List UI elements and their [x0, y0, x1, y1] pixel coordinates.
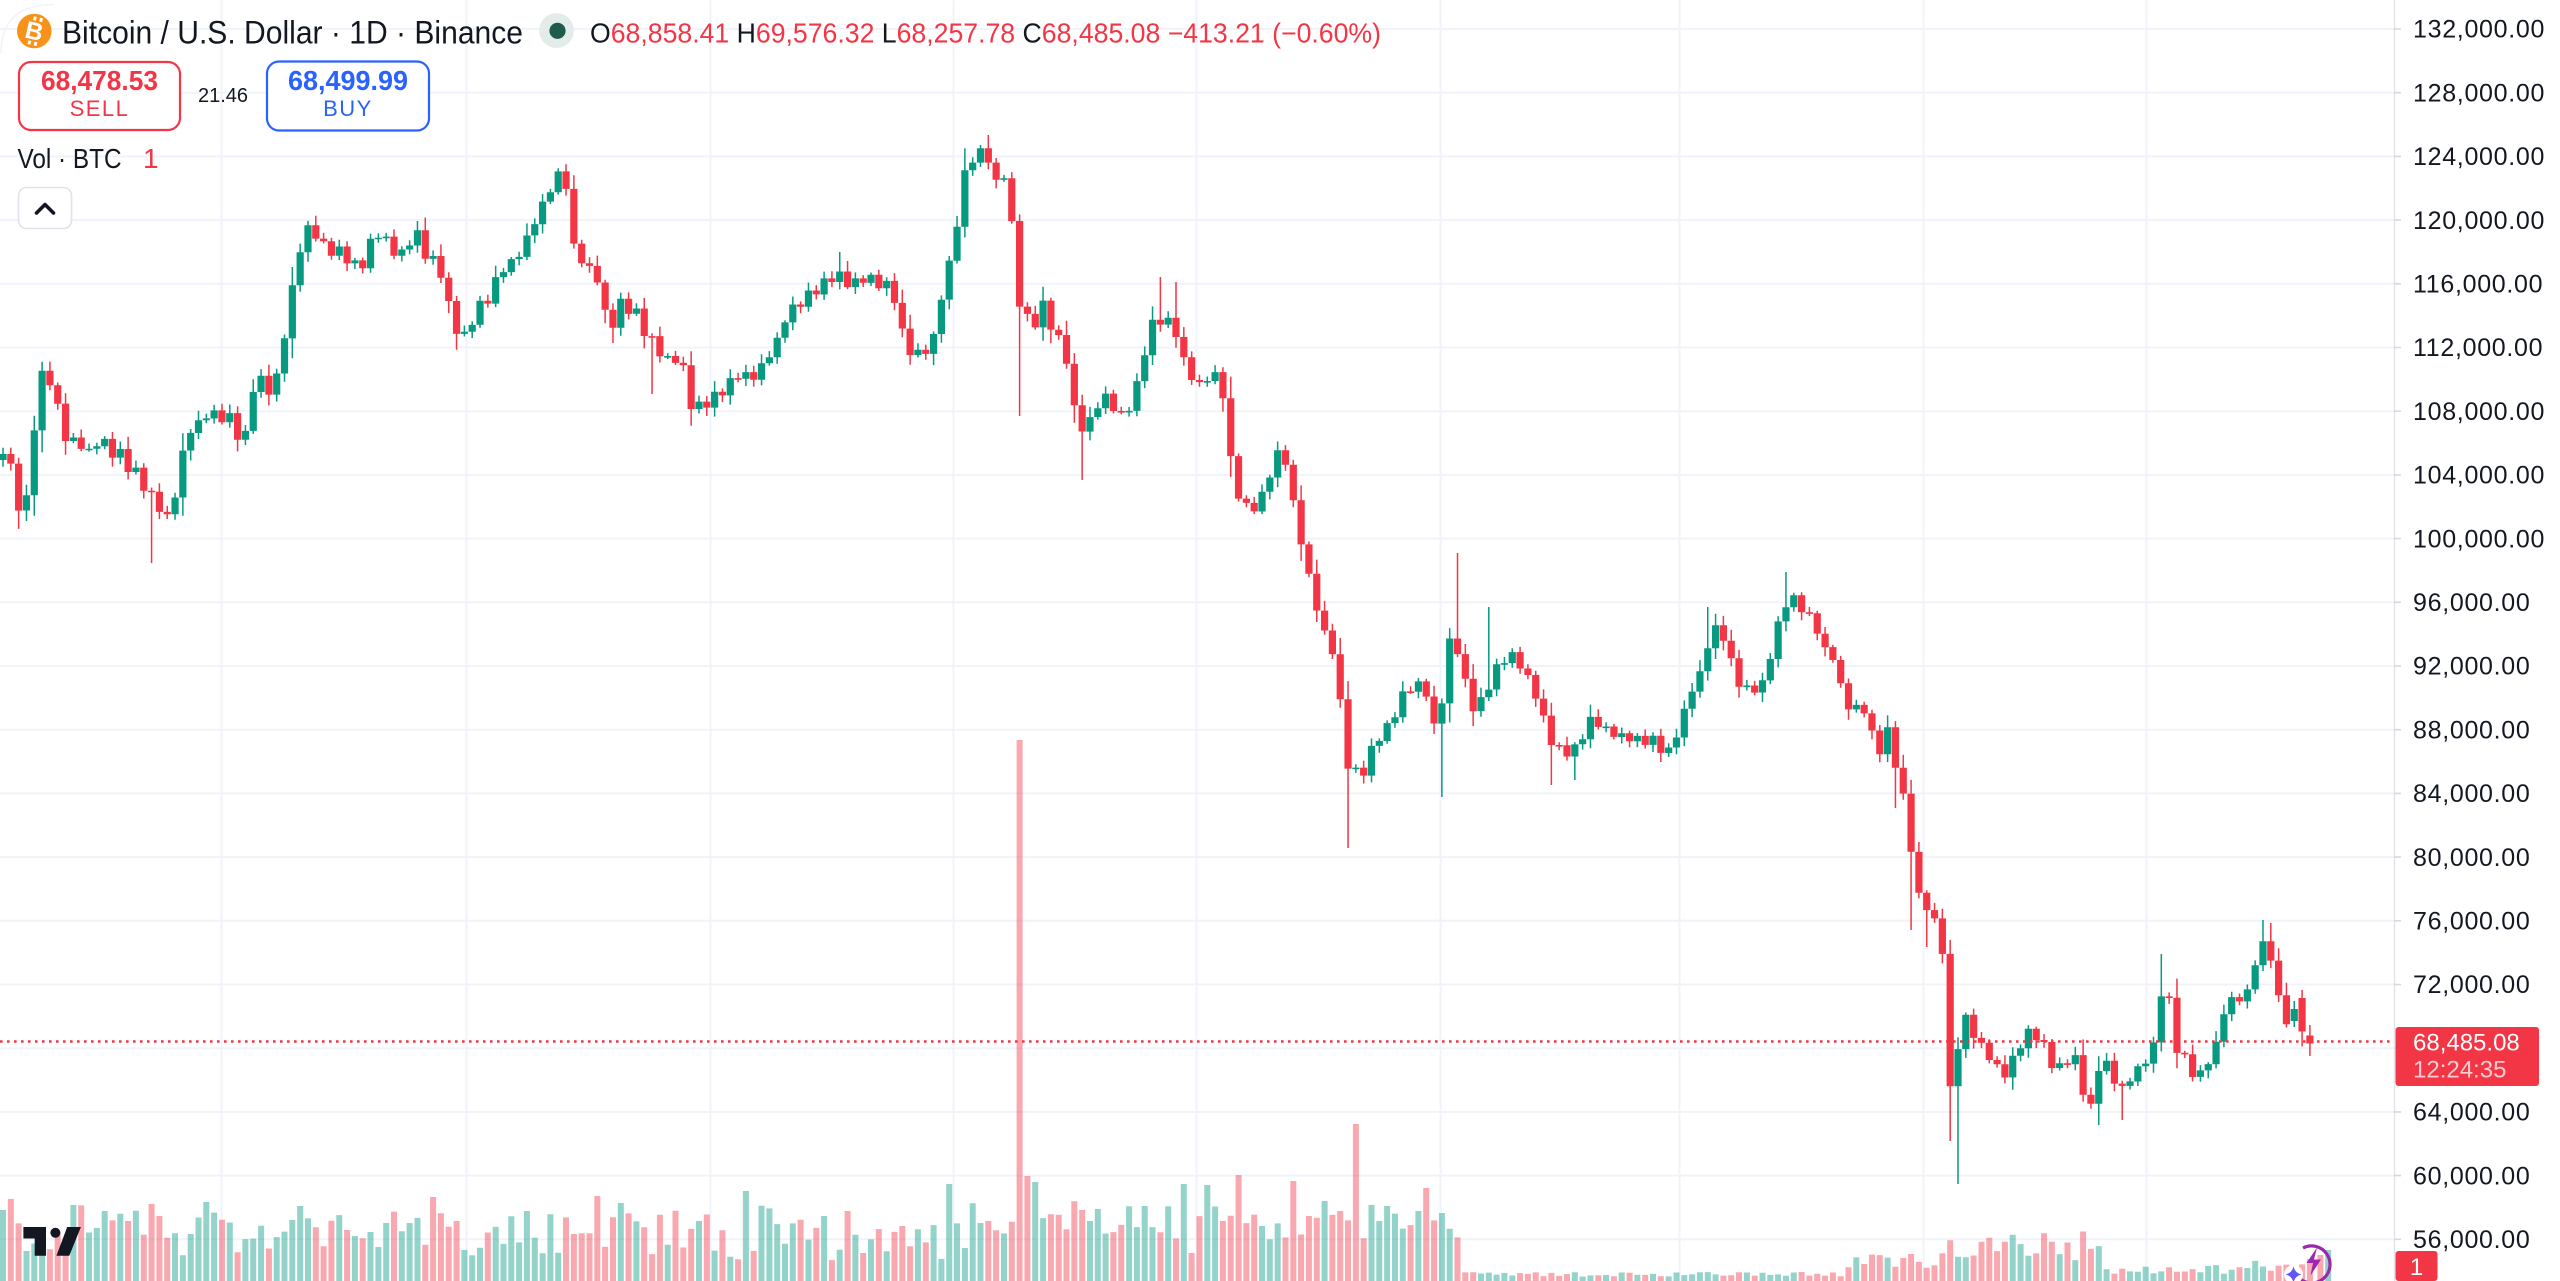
- svg-text:12:24:35: 12:24:35: [2413, 1057, 2506, 1084]
- svg-text:96,000.00: 96,000.00: [2413, 589, 2531, 617]
- svg-text:116,000.00: 116,000.00: [2413, 271, 2543, 299]
- svg-text:88,000.00: 88,000.00: [2413, 716, 2531, 744]
- svg-text:68,478.53: 68,478.53: [41, 65, 158, 96]
- svg-text:104,000.00: 104,000.00: [2413, 462, 2545, 490]
- svg-text:B: B: [22, 17, 45, 47]
- svg-text:1: 1: [143, 143, 159, 174]
- svg-text:56,000.00: 56,000.00: [2413, 1226, 2531, 1254]
- svg-text:132,000.00: 132,000.00: [2413, 16, 2545, 44]
- svg-text:SELL: SELL: [70, 96, 130, 121]
- svg-text:128,000.00: 128,000.00: [2413, 79, 2545, 107]
- svg-text:60,000.00: 60,000.00: [2413, 1162, 2531, 1190]
- svg-text:Vol · BTC: Vol · BTC: [18, 143, 122, 174]
- svg-text:Bitcoin / U.S. Dollar · 1D · B: Bitcoin / U.S. Dollar · 1D · Binance: [62, 15, 523, 51]
- svg-text:1: 1: [2410, 1254, 2423, 1281]
- svg-text:100,000.00: 100,000.00: [2413, 525, 2545, 553]
- svg-text:92,000.00: 92,000.00: [2413, 653, 2531, 681]
- svg-text:21.46: 21.46: [198, 85, 248, 107]
- svg-text:120,000.00: 120,000.00: [2413, 207, 2545, 235]
- svg-text:124,000.00: 124,000.00: [2413, 143, 2545, 171]
- svg-text:68,485.08: 68,485.08: [2413, 1030, 2520, 1057]
- svg-text:76,000.00: 76,000.00: [2413, 908, 2531, 936]
- svg-text:BUY: BUY: [323, 96, 373, 121]
- svg-text:112,000.00: 112,000.00: [2413, 334, 2543, 362]
- svg-text:108,000.00: 108,000.00: [2413, 398, 2545, 426]
- svg-text:72,000.00: 72,000.00: [2413, 971, 2531, 999]
- svg-text:84,000.00: 84,000.00: [2413, 780, 2531, 808]
- svg-text:80,000.00: 80,000.00: [2413, 844, 2531, 872]
- svg-text:64,000.00: 64,000.00: [2413, 1099, 2531, 1127]
- svg-text:68,499.99: 68,499.99: [288, 65, 408, 96]
- svg-text:O68,858.41 H69,576.32 L68,257.: O68,858.41 H69,576.32 L68,257.78 C68,485…: [590, 18, 1381, 49]
